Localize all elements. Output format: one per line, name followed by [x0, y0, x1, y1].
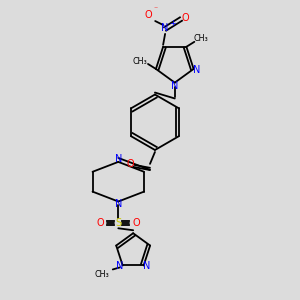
Text: S: S	[115, 218, 122, 228]
Text: O: O	[97, 218, 104, 228]
Text: N: N	[115, 154, 122, 164]
Text: N: N	[193, 65, 200, 75]
Text: O: O	[144, 10, 152, 20]
Text: CH₃: CH₃	[94, 270, 109, 279]
Text: O: O	[132, 218, 140, 228]
Text: N: N	[115, 200, 122, 209]
Text: +: +	[169, 19, 176, 28]
Text: CH₃: CH₃	[133, 56, 147, 65]
Text: N: N	[116, 262, 123, 272]
Text: CH₃: CH₃	[194, 34, 209, 43]
Text: N: N	[143, 262, 150, 272]
Text: O: O	[126, 159, 134, 169]
Text: N: N	[161, 23, 169, 33]
Text: N: N	[171, 81, 178, 91]
Text: ⁻: ⁻	[153, 4, 157, 14]
Text: O: O	[181, 13, 189, 23]
